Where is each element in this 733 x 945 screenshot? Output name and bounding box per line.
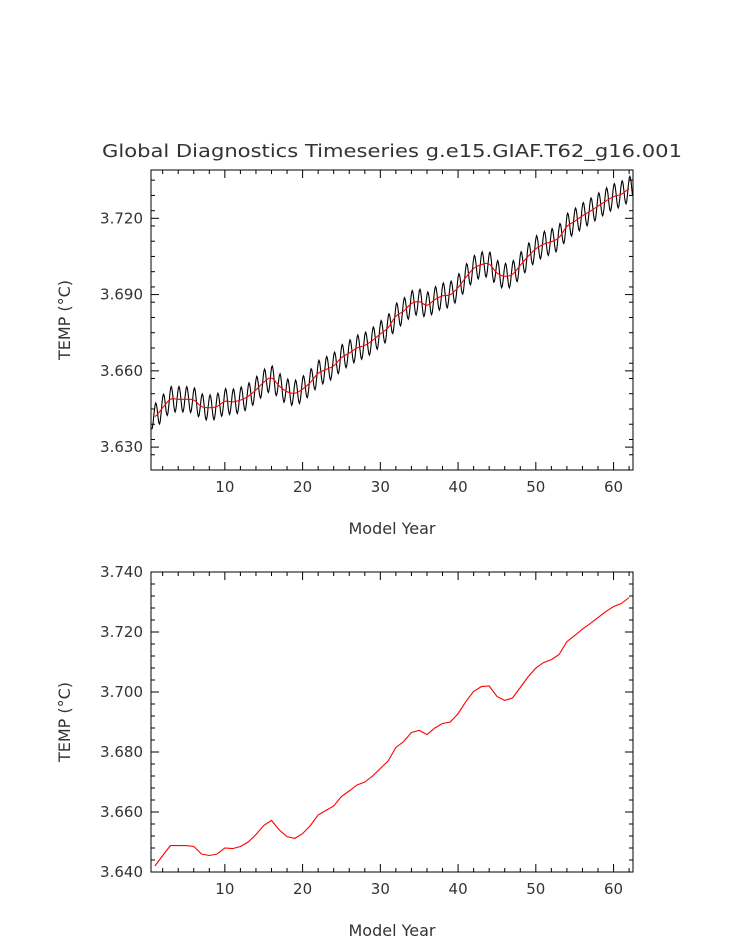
series-lines	[154, 597, 630, 867]
y-tick-label: 3.720	[100, 209, 143, 227]
x-axis-label: Model Year	[349, 921, 436, 940]
y-tick-label: 3.660	[100, 362, 143, 380]
chart-title: Global Diagnostics Timeseries g.e15.GIAF…	[102, 141, 682, 162]
x-tick-label: 40	[449, 478, 468, 496]
x-tick-label: 30	[371, 880, 390, 898]
smoothed-series-line	[154, 188, 630, 418]
x-tick-label: 10	[215, 478, 234, 496]
y-tick-label: 3.660	[100, 803, 143, 821]
x-tick-label: 10	[215, 880, 234, 898]
x-tick-label: 40	[449, 880, 468, 898]
y-tick-label: 3.690	[100, 286, 143, 304]
axis-ticks: 10 20 30 40 50 60 3.640 3.660 3.680 3.700 3.720 3.7…	[100, 563, 633, 898]
series-lines	[151, 174, 634, 430]
y-tick-label: 3.700	[100, 683, 143, 701]
plot-frame	[150, 169, 634, 471]
top-panel: Global Diagnostics Timeseries g.e15.GIAF…	[55, 141, 682, 538]
x-tick-label: 60	[604, 478, 623, 496]
x-tick-label: 60	[604, 880, 623, 898]
y-tick-label: 3.740	[100, 563, 143, 581]
x-tick-label: 30	[371, 478, 390, 496]
x-tick-label: 50	[526, 880, 545, 898]
bottom-panel: 10 20 30 40 50 60 3.640 3.660 3.680 3.700 3.720 3.7…	[55, 563, 634, 940]
y-tick-label: 3.640	[100, 863, 143, 881]
y-tick-label: 3.630	[100, 438, 143, 456]
x-tick-label: 20	[293, 478, 312, 496]
y-tick-label: 3.680	[100, 743, 143, 761]
axis-ticks: 10 20 30 40 50 60 3.630 3.660 3.690 3.720	[100, 170, 633, 496]
x-tick-label: 20	[293, 880, 312, 898]
y-axis-label: TEMP (°C)	[55, 682, 74, 763]
x-axis-label: Model Year	[349, 519, 436, 538]
y-axis-label: TEMP (°C)	[55, 280, 74, 361]
x-tick-label: 50	[526, 478, 545, 496]
plot-frame	[150, 571, 634, 873]
annual-series-line	[154, 597, 630, 867]
y-tick-label: 3.720	[100, 623, 143, 641]
monthly-series-line	[151, 174, 634, 430]
